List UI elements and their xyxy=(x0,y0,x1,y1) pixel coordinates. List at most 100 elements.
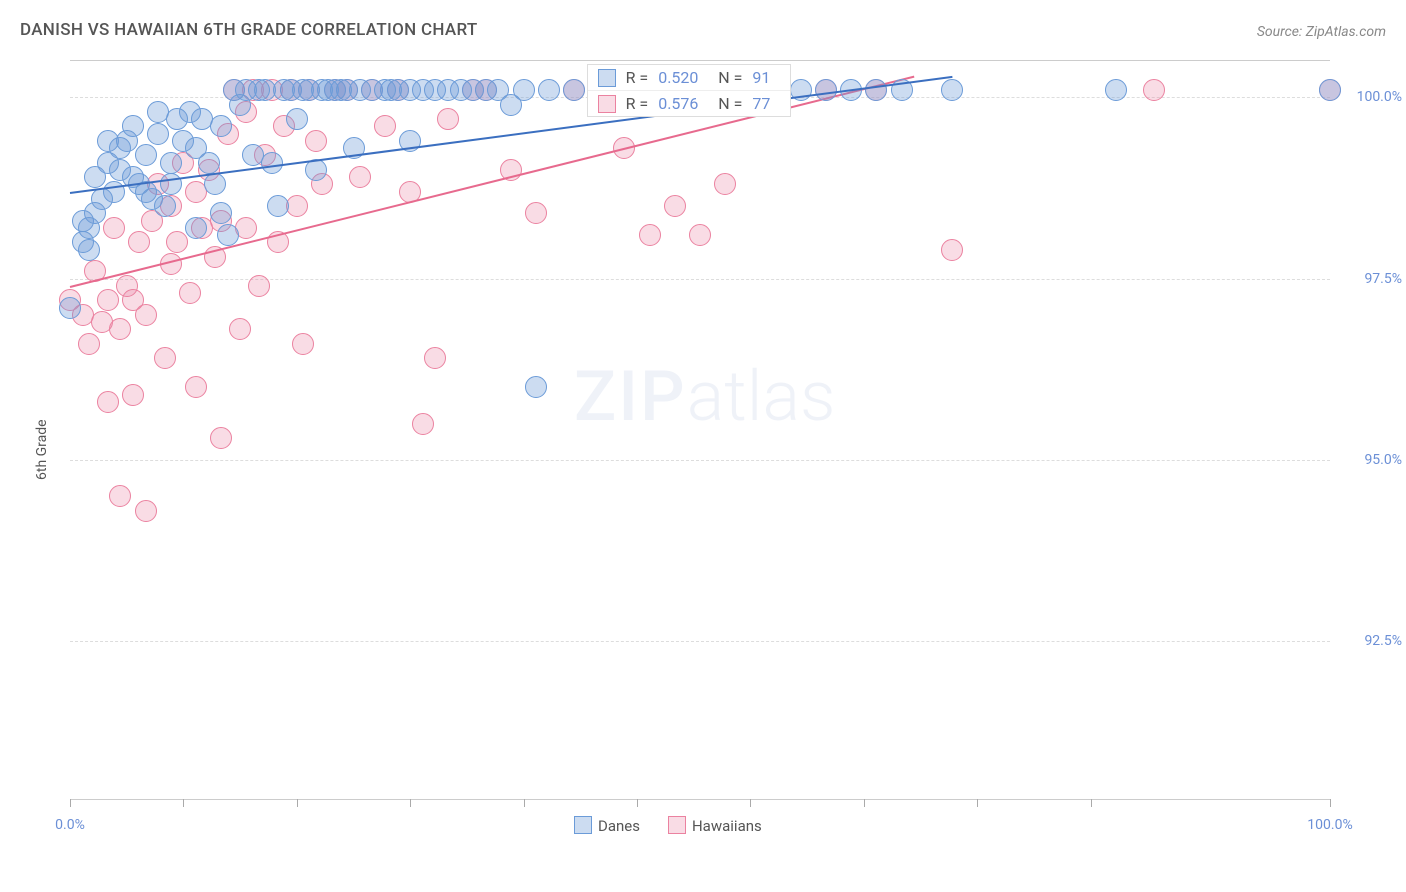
legend-swatch xyxy=(668,816,686,834)
x-tick xyxy=(750,799,751,807)
x-tick-label: 100.0% xyxy=(1307,817,1352,833)
hawaiians-marker xyxy=(229,318,251,340)
x-tick xyxy=(977,799,978,807)
hawaiians-marker xyxy=(689,224,711,246)
hawaiians-marker xyxy=(639,224,661,246)
hawaiians-marker xyxy=(97,289,119,311)
y-tick-label: 97.5% xyxy=(1338,271,1402,287)
danes-marker xyxy=(217,224,239,246)
x-tick xyxy=(70,799,71,807)
stat-value-n: 77 xyxy=(752,94,780,113)
danes-marker xyxy=(538,79,560,101)
hawaiians-marker xyxy=(248,275,270,297)
danes-marker xyxy=(154,195,176,217)
hawaiians-marker xyxy=(235,217,257,239)
stat-label-r: R = xyxy=(626,68,649,87)
legend-label: Hawaiians xyxy=(692,817,762,835)
danes-marker xyxy=(513,79,535,101)
danes-marker xyxy=(563,79,585,101)
hawaiians-marker xyxy=(349,166,371,188)
legend-stat-row: R =0.576N =77 xyxy=(588,91,791,116)
x-tick xyxy=(637,799,638,807)
danes-marker xyxy=(122,115,144,137)
x-tick xyxy=(183,799,184,807)
danes-marker xyxy=(865,79,887,101)
danes-marker xyxy=(525,376,547,398)
danes-marker xyxy=(198,152,220,174)
x-tick xyxy=(410,799,411,807)
danes-marker xyxy=(185,217,207,239)
y-axis-label: 6th Grade xyxy=(34,419,50,480)
hawaiians-marker xyxy=(109,485,131,507)
danes-marker xyxy=(147,123,169,145)
hawaiians-marker xyxy=(305,130,327,152)
plot-area: ZIPatlas 92.5%95.0%97.5%100.0%0.0%100.0% xyxy=(70,60,1330,800)
x-tick xyxy=(864,799,865,807)
legend-item: Hawaiians xyxy=(668,816,762,835)
hawaiians-marker xyxy=(166,231,188,253)
x-tick-label: 0.0% xyxy=(55,817,85,833)
hawaiians-marker xyxy=(78,333,100,355)
hawaiians-marker xyxy=(135,304,157,326)
x-tick xyxy=(1330,799,1331,807)
watermark: ZIPatlas xyxy=(574,356,836,438)
stat-value-n: 91 xyxy=(752,68,780,87)
legend-swatch xyxy=(598,69,616,87)
hawaiians-marker xyxy=(109,318,131,340)
stat-value-r: 0.576 xyxy=(658,94,708,113)
danes-marker xyxy=(78,239,100,261)
y-tick-label: 92.5% xyxy=(1338,633,1402,649)
y-tick-label: 100.0% xyxy=(1338,89,1402,105)
series-legend: Danes Hawaiians xyxy=(574,816,762,835)
legend-stat-row: R = 0.520 N = 91 xyxy=(588,65,791,91)
watermark-bold: ZIP xyxy=(574,356,687,438)
correlation-legend: R =0.520N =91R =0.576N =77 xyxy=(587,64,792,117)
danes-marker xyxy=(103,181,125,203)
hawaiians-marker xyxy=(128,231,150,253)
chart-title: DANISH VS HAWAIIAN 6TH GRADE CORRELATION… xyxy=(20,20,478,40)
hawaiians-marker xyxy=(135,500,157,522)
danes-marker xyxy=(815,79,837,101)
hawaiians-marker xyxy=(286,195,308,217)
chart-header: DANISH VS HAWAIIAN 6TH GRADE CORRELATION… xyxy=(20,20,1386,48)
hawaiians-marker xyxy=(412,413,434,435)
danes-marker xyxy=(160,152,182,174)
source-label: Source: ZipAtlas.com xyxy=(1257,24,1386,40)
hawaiians-marker xyxy=(525,202,547,224)
danes-marker xyxy=(210,202,232,224)
danes-marker xyxy=(286,108,308,130)
stat-label-r: R = xyxy=(626,94,649,113)
y-tick-label: 95.0% xyxy=(1338,452,1402,468)
danes-marker xyxy=(261,152,283,174)
danes-marker xyxy=(941,79,963,101)
chart-container: DANISH VS HAWAIIAN 6TH GRADE CORRELATION… xyxy=(20,20,1386,872)
hawaiians-marker xyxy=(122,384,144,406)
x-tick xyxy=(297,799,298,807)
legend-label: Danes xyxy=(598,817,640,835)
hawaiians-marker xyxy=(1143,79,1165,101)
hawaiians-marker xyxy=(941,239,963,261)
hawaiians-marker xyxy=(103,217,125,239)
x-tick xyxy=(524,799,525,807)
gridline xyxy=(70,641,1330,642)
hawaiians-marker xyxy=(664,195,686,217)
danes-marker xyxy=(267,195,289,217)
legend-swatch xyxy=(574,816,592,834)
hawaiians-marker xyxy=(185,376,207,398)
watermark-light: atlas xyxy=(687,356,836,438)
hawaiians-marker xyxy=(154,347,176,369)
hawaiians-marker xyxy=(424,347,446,369)
hawaiians-marker xyxy=(210,427,232,449)
stat-value-r: 0.520 xyxy=(658,68,708,87)
hawaiians-marker xyxy=(437,108,459,130)
legend-swatch xyxy=(598,95,616,113)
hawaiians-marker xyxy=(374,115,396,137)
hawaiians-marker xyxy=(292,333,314,355)
x-tick xyxy=(1091,799,1092,807)
hawaiians-marker xyxy=(97,391,119,413)
hawaiians-marker xyxy=(179,282,201,304)
danes-marker xyxy=(210,115,232,137)
stat-label-n: N = xyxy=(718,68,742,87)
danes-marker xyxy=(135,144,157,166)
danes-marker xyxy=(1319,79,1341,101)
